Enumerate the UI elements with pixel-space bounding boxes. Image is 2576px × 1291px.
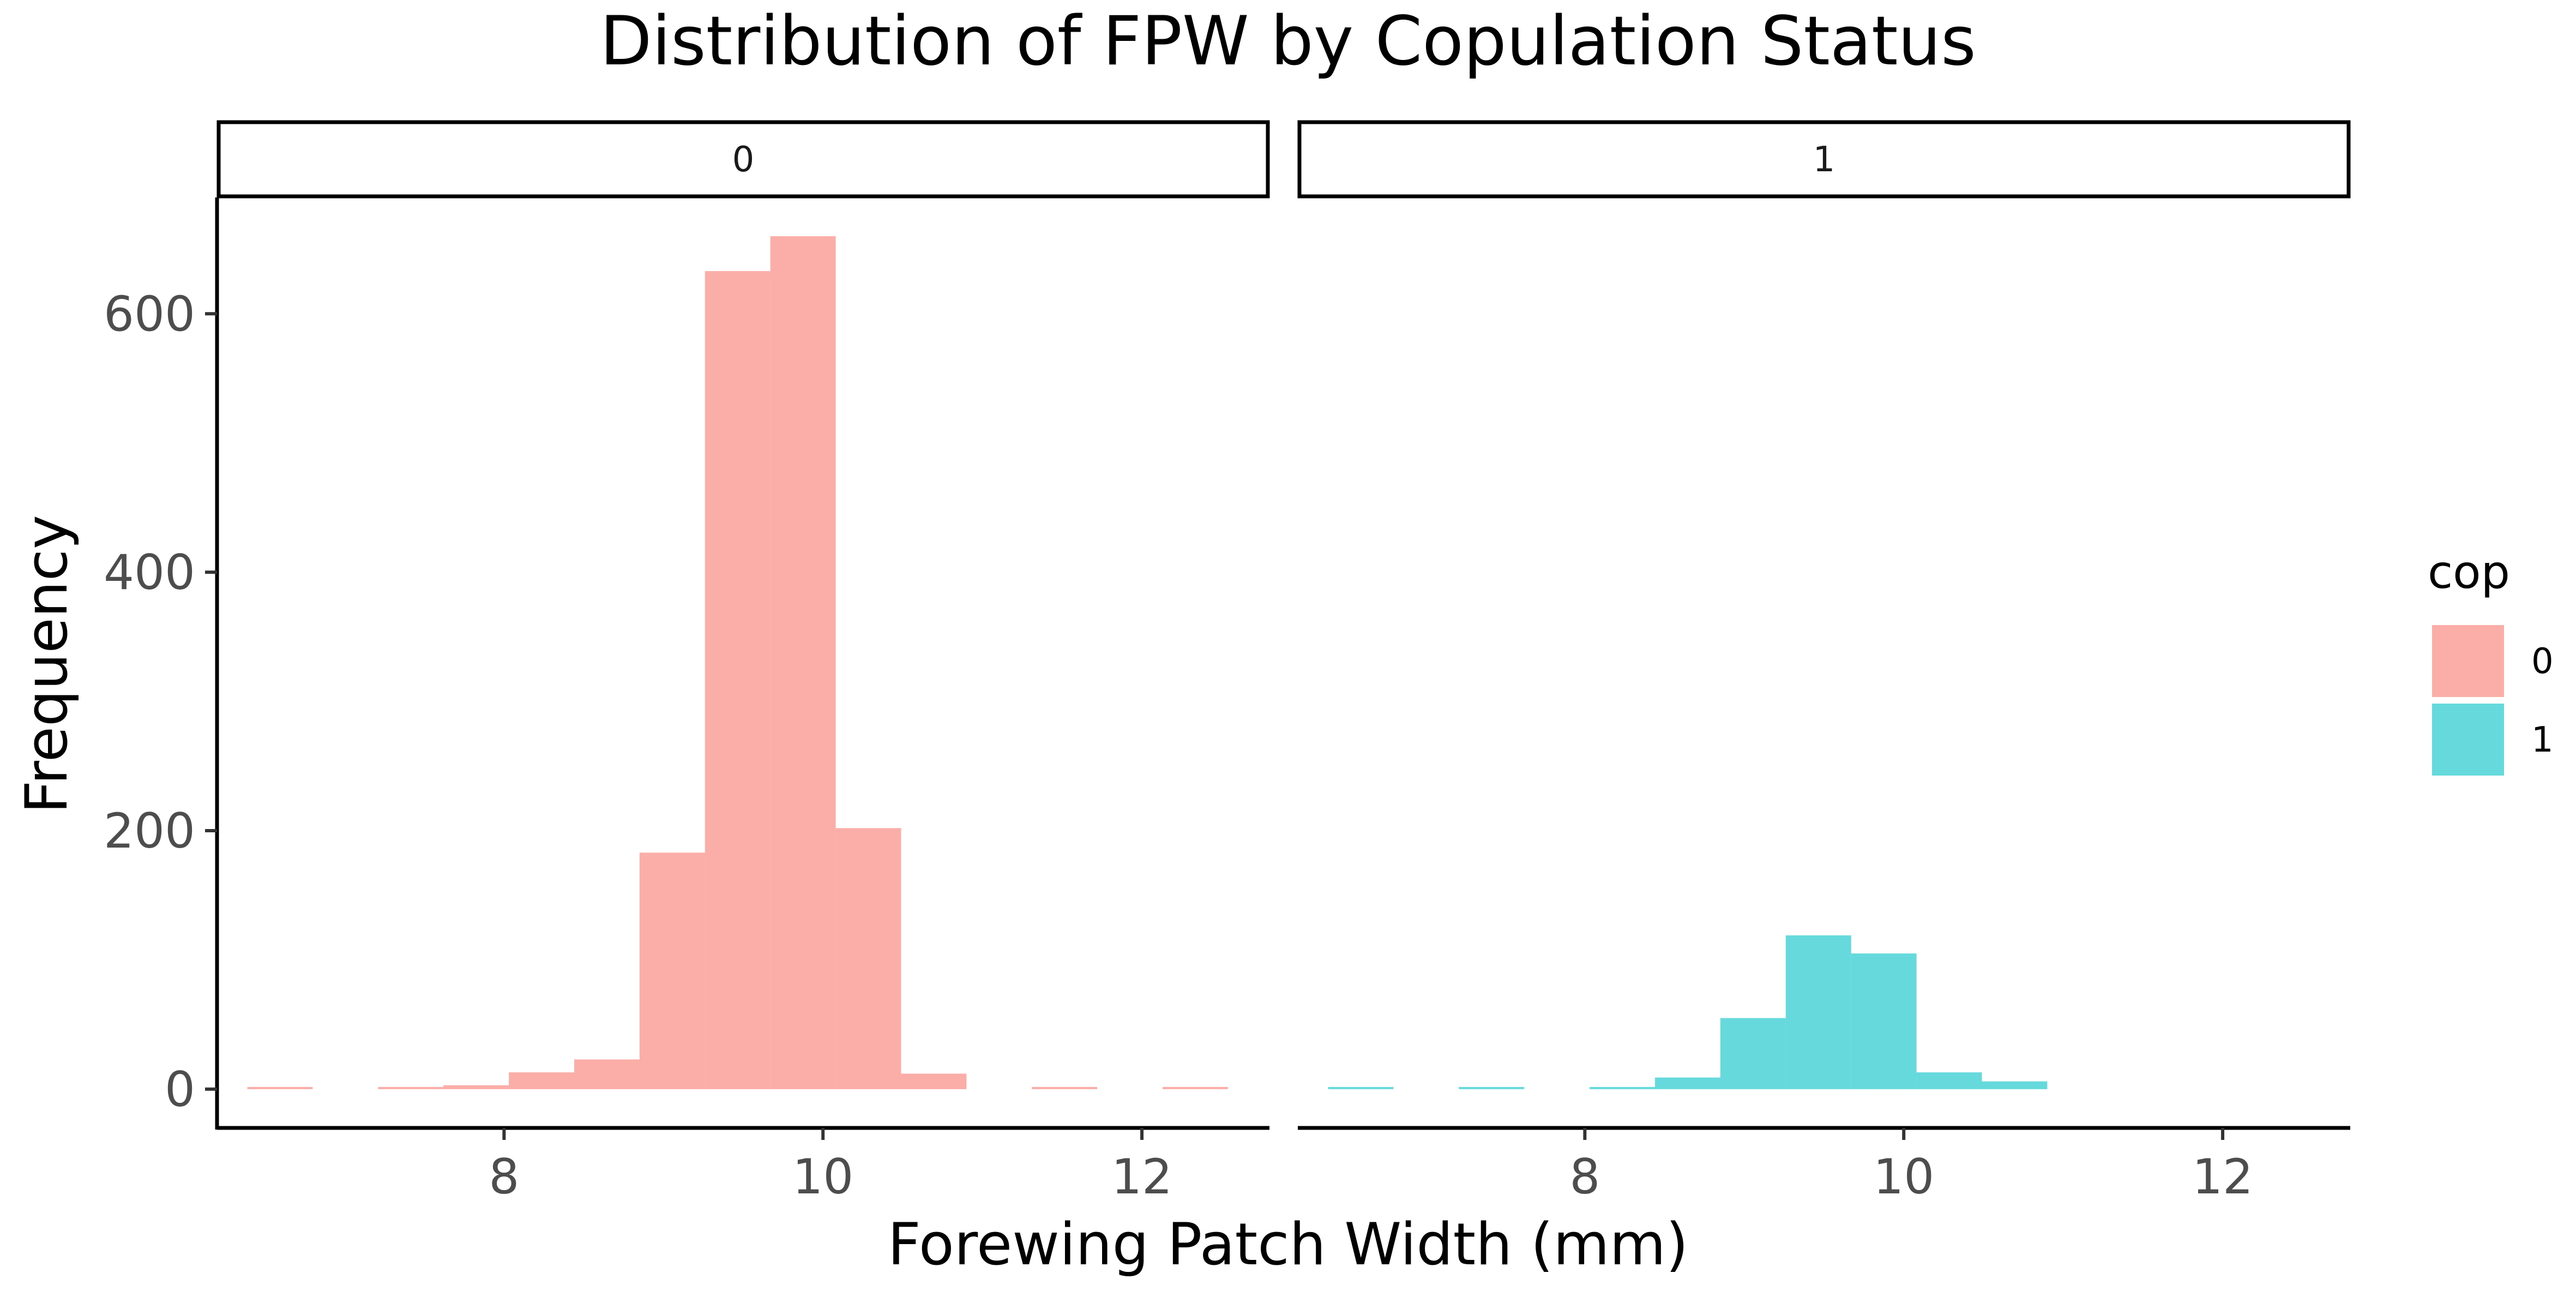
x-axis-title: Forewing Patch Width (mm) [888, 1211, 1689, 1278]
x-tick-label: 12 [2192, 1149, 2253, 1205]
x-tick-label: 8 [1569, 1149, 1600, 1205]
y-tick-label: 600 [104, 286, 195, 342]
histogram-bar [443, 1085, 509, 1089]
facet-strip [1297, 120, 2351, 199]
facet-panel-1: 1 8 10 12 [1297, 120, 2351, 1205]
x-tick-label: 8 [489, 1149, 519, 1205]
histogram-bar [1982, 1081, 2048, 1089]
facet-strip-label: 0 [732, 140, 755, 180]
x-tick-label: 12 [1111, 1149, 1172, 1205]
histogram-bar [1032, 1086, 1098, 1089]
histogram-bar [247, 1086, 313, 1089]
histogram-bar [639, 852, 705, 1089]
histogram-bar [378, 1086, 444, 1089]
y-tick-label: 400 [104, 544, 195, 601]
histogram-bar [1851, 953, 1917, 1089]
facet-panel-0: 0 8 10 12 0 200 400 600 [104, 120, 1270, 1205]
legend-label-0: 0 [2531, 641, 2554, 682]
histogram-bar [1785, 935, 1851, 1089]
x-tick-label: 10 [792, 1149, 853, 1205]
histogram-bar [1459, 1086, 1525, 1089]
histogram-bar [705, 271, 771, 1089]
legend-key-0 [2432, 625, 2504, 697]
facet-strip-label: 1 [1813, 140, 1835, 180]
histogram-bar [1163, 1086, 1228, 1089]
legend-label-1: 1 [2531, 720, 2554, 760]
chart-title: Distribution of FPW by Copulation Status [600, 2, 1976, 81]
x-tick-label: 10 [1873, 1149, 1934, 1205]
histogram-bar [835, 828, 901, 1089]
histogram-bar [901, 1073, 967, 1089]
histogram-bar [1655, 1077, 1720, 1089]
legend: cop 01 [2428, 545, 2554, 776]
y-axis-title: Frequency [13, 515, 80, 814]
histogram-bar [1590, 1086, 1656, 1089]
y-tick-label: 0 [165, 1061, 195, 1118]
histogram-bar [509, 1072, 575, 1089]
legend-items: 01 [2432, 625, 2554, 776]
y-tick-label: 200 [104, 803, 195, 859]
histogram-bar [1916, 1072, 1982, 1089]
facet-strip [216, 120, 1270, 199]
histogram-bar [1328, 1086, 1394, 1089]
panels-layer: 0 8 10 12 0 200 400 600 1 8 10 12 [104, 120, 2351, 1205]
legend-title: cop [2428, 545, 2510, 599]
legend-key-1 [2432, 704, 2504, 776]
histogram-bar [1720, 1018, 1786, 1089]
histogram-bar [574, 1059, 640, 1089]
histogram-bar [770, 236, 836, 1089]
